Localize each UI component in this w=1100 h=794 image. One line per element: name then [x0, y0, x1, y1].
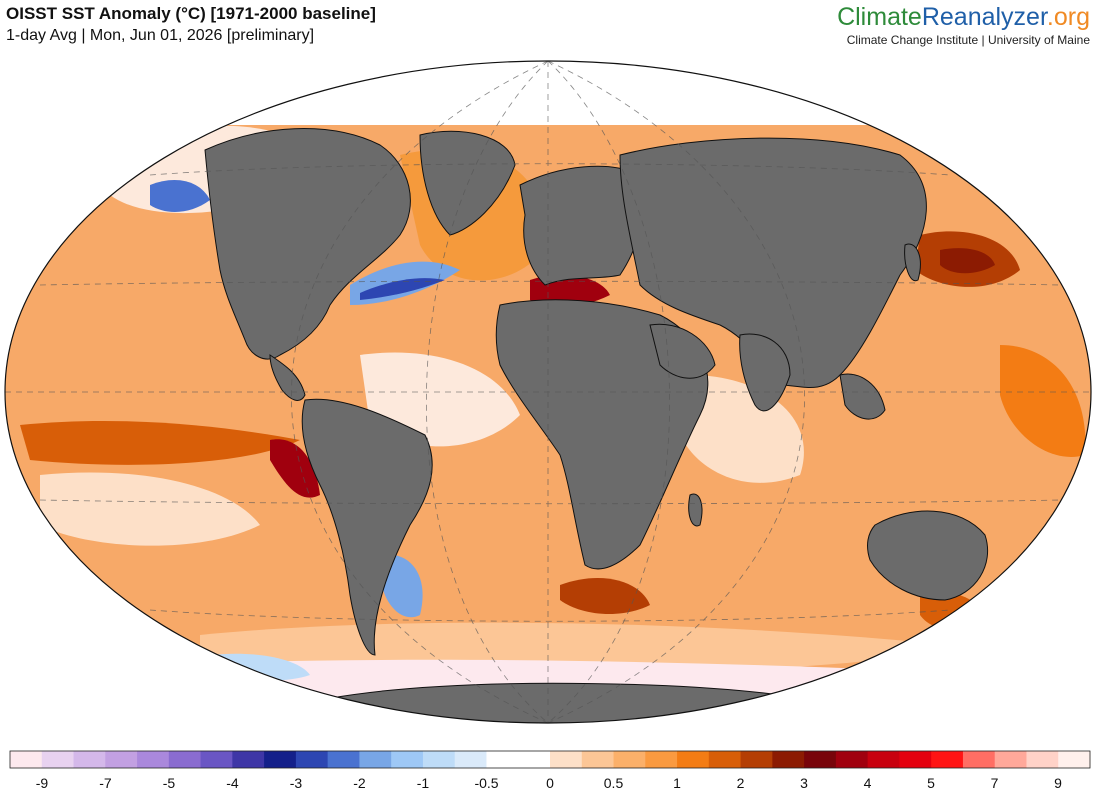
- colorbar-tick-label: 7: [991, 775, 999, 791]
- colorbar-tick-label: -0.5: [474, 775, 498, 791]
- land-japan: [904, 243, 921, 282]
- bering-blue: [150, 180, 210, 212]
- colorbar-swatch: [295, 751, 329, 768]
- land-australia: [867, 510, 989, 601]
- colorbar-swatch: [613, 751, 646, 768]
- colorbar-swatch: [486, 751, 519, 768]
- map-title: OISST SST Anomaly (°C) [1971-2000 baseli…: [6, 4, 376, 23]
- colorbar-swatch: [41, 751, 75, 768]
- colorbar-swatch: [73, 751, 106, 768]
- land-africa: [495, 299, 709, 570]
- colorbar-swatch: [232, 751, 265, 768]
- brand-name-part2: Reanalyzer: [921, 3, 1047, 31]
- land-europe: [519, 165, 645, 286]
- colorbar-swatch: [962, 751, 996, 768]
- colorbar-tick-label: -3: [290, 775, 303, 791]
- colorbar-ticks: -9 -7 -5 -4 -3 -2 -1 -0.5 0 0.5 1 2 3 4 5 7 9: [36, 775, 1062, 791]
- land-arabia: [649, 323, 716, 379]
- colorbar-tick-label: 0.5: [604, 775, 624, 791]
- land-india: [739, 333, 791, 412]
- east-pacific-warm: [20, 420, 300, 465]
- land-central-america: [269, 354, 306, 401]
- colorbar-tick-label: -7: [99, 775, 112, 791]
- colorbar-swatch: [137, 751, 170, 768]
- land-madagascar: [688, 493, 703, 527]
- graticule-parallel-60s: [149, 609, 951, 622]
- colorbar-tick-label: 5: [927, 775, 935, 791]
- land-south-america: [301, 398, 433, 656]
- brand-logo[interactable]: ClimateReanalyzer.org Climate Change Ins…: [837, 3, 1090, 47]
- peru-coast-hot: [270, 439, 320, 498]
- arctic-band: [5, 61, 1091, 125]
- colorbar-swatch: [867, 751, 901, 768]
- colorbar-tick-label: -4: [226, 775, 239, 791]
- map-subtitle: 1-day Avg | Mon, Jun 01, 2026 [prelimina…: [6, 27, 315, 44]
- colorbar-swatch: [168, 751, 202, 768]
- brand-affiliation: Climate Change Institute | University of…: [846, 33, 1090, 47]
- graticule: [5, 61, 1091, 723]
- colorbar-swatch: [327, 751, 361, 768]
- land-southeast-asia: [839, 373, 886, 420]
- colorbar-tick-label: -9: [36, 775, 49, 791]
- graticule-meridian-120w: [291, 61, 549, 723]
- brand-name-part1: Climate: [837, 3, 922, 31]
- colorbar-tick-label: -1: [417, 775, 430, 791]
- graticule-parallel-30n: [39, 280, 1061, 286]
- colorbar-swatch: [550, 751, 583, 768]
- colorbar-swatch: [518, 751, 551, 768]
- brand-name: ClimateReanalyzer.org: [837, 3, 1090, 31]
- agulhas-hot: [560, 577, 650, 615]
- west-pacific-warm: [1000, 345, 1086, 457]
- south-atlantic-blue: [380, 554, 423, 618]
- colorbar-swatch: [772, 751, 805, 768]
- colorbar-swatch: [835, 751, 869, 768]
- colorbar-tick-label: 4: [864, 775, 872, 791]
- colorbar-tick-label: 2: [737, 775, 745, 791]
- colorbar-tick-label: -5: [163, 775, 176, 791]
- colorbar-swatch: [10, 751, 43, 768]
- colorbar-swatch: [899, 751, 932, 768]
- globe-outline: [4, 60, 1092, 724]
- gulf-stream-dark-blue: [360, 278, 445, 300]
- sst-anomaly-map: [4, 60, 1092, 724]
- graticule-parallel-60n: [149, 163, 951, 176]
- colorbar-swatch: [359, 751, 392, 768]
- colorbar: -9 -7 -5 -4 -3 -2 -1 -0.5 0 0.5 1 2 3 4 5 7 9: [9, 750, 1091, 791]
- colorbar-tick-label: 1: [673, 775, 681, 791]
- colorbar-swatch: [1026, 751, 1059, 768]
- colorbar-swatch: [677, 751, 710, 768]
- colorbar-tick-label: -2: [353, 775, 366, 791]
- colorbar-swatch: [804, 751, 837, 768]
- colorbar-swatch: [422, 751, 456, 768]
- colorbar-swatch: [105, 751, 138, 768]
- colorbar-swatch: [740, 751, 773, 768]
- colorbar-swatch: [931, 751, 964, 768]
- colorbar-swatch: [264, 751, 297, 768]
- graticule-meridian-120e: [547, 61, 805, 723]
- brand-name-part3: .org: [1046, 3, 1090, 31]
- colorbar-swatches: [10, 751, 1091, 768]
- graticule-parallel-30s: [39, 499, 1061, 505]
- colorbar-outline: [9, 750, 1091, 769]
- colorbar-tick-label: 0: [546, 775, 554, 791]
- colorbar-swatch: [1058, 751, 1091, 768]
- colorbar-tick-label: 3: [800, 775, 808, 791]
- land-north-america: [204, 128, 411, 360]
- colorbar-swatch: [645, 751, 678, 768]
- colorbar-swatch: [391, 751, 424, 768]
- colorbar-swatch: [200, 751, 233, 768]
- colorbar-swatch: [581, 751, 615, 768]
- colorbar-swatch: [994, 751, 1028, 768]
- colorbar-swatch: [454, 751, 488, 768]
- south-pacific-pale: [40, 472, 260, 546]
- kuroshio-core: [940, 248, 995, 274]
- land-new-zealand: [1007, 613, 1021, 641]
- colorbar-tick-label: 9: [1054, 775, 1062, 791]
- colorbar-swatch: [708, 751, 742, 768]
